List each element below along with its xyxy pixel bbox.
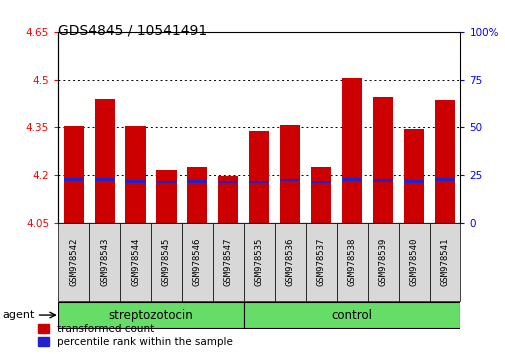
FancyBboxPatch shape bbox=[243, 223, 274, 301]
Bar bbox=[94, 99, 115, 223]
Bar bbox=[280, 179, 300, 181]
Bar bbox=[64, 178, 83, 181]
Bar bbox=[372, 179, 392, 182]
FancyBboxPatch shape bbox=[336, 223, 367, 301]
FancyBboxPatch shape bbox=[89, 223, 120, 301]
FancyBboxPatch shape bbox=[429, 223, 460, 301]
Text: GSM978536: GSM978536 bbox=[285, 238, 294, 286]
Text: GSM978543: GSM978543 bbox=[100, 238, 109, 286]
Bar bbox=[403, 129, 423, 223]
Bar bbox=[187, 167, 207, 223]
FancyBboxPatch shape bbox=[305, 223, 336, 301]
Bar bbox=[125, 180, 145, 183]
Bar bbox=[311, 181, 331, 183]
Bar bbox=[156, 181, 176, 183]
Bar bbox=[434, 178, 454, 181]
Bar bbox=[249, 181, 269, 183]
Text: control: control bbox=[331, 309, 372, 321]
Text: GSM978539: GSM978539 bbox=[378, 238, 387, 286]
Text: streptozotocin: streptozotocin bbox=[109, 309, 193, 321]
FancyBboxPatch shape bbox=[150, 223, 182, 301]
Text: GSM978542: GSM978542 bbox=[69, 238, 78, 286]
Bar bbox=[218, 181, 238, 183]
Bar bbox=[341, 78, 362, 223]
Bar bbox=[249, 131, 269, 223]
Text: GSM978540: GSM978540 bbox=[409, 238, 418, 286]
Bar bbox=[372, 97, 392, 223]
FancyBboxPatch shape bbox=[182, 223, 213, 301]
Text: GSM978537: GSM978537 bbox=[316, 238, 325, 286]
Text: agent: agent bbox=[3, 310, 35, 320]
Bar bbox=[434, 101, 454, 223]
FancyBboxPatch shape bbox=[367, 223, 398, 301]
Bar bbox=[218, 176, 238, 223]
Text: GDS4845 / 10541491: GDS4845 / 10541491 bbox=[58, 23, 207, 37]
FancyBboxPatch shape bbox=[213, 223, 243, 301]
Text: GSM978545: GSM978545 bbox=[162, 238, 171, 286]
Text: GSM978535: GSM978535 bbox=[255, 238, 263, 286]
Text: GSM978544: GSM978544 bbox=[131, 238, 140, 286]
Text: GSM978541: GSM978541 bbox=[440, 238, 448, 286]
Text: GSM978547: GSM978547 bbox=[223, 238, 232, 286]
Bar bbox=[341, 178, 362, 181]
Bar bbox=[94, 178, 115, 181]
Legend: transformed count, percentile rank within the sample: transformed count, percentile rank withi… bbox=[38, 324, 232, 347]
FancyBboxPatch shape bbox=[58, 302, 243, 328]
FancyBboxPatch shape bbox=[274, 223, 305, 301]
Bar bbox=[125, 126, 145, 223]
Bar bbox=[403, 180, 423, 183]
Bar bbox=[311, 167, 331, 223]
Text: GSM978538: GSM978538 bbox=[347, 238, 356, 286]
Bar bbox=[187, 180, 207, 183]
Bar bbox=[280, 125, 300, 223]
Bar bbox=[156, 171, 176, 223]
Text: GSM978546: GSM978546 bbox=[192, 238, 201, 286]
Bar bbox=[64, 126, 83, 223]
FancyBboxPatch shape bbox=[120, 223, 150, 301]
FancyBboxPatch shape bbox=[58, 223, 89, 301]
FancyBboxPatch shape bbox=[243, 302, 460, 328]
FancyBboxPatch shape bbox=[398, 223, 429, 301]
